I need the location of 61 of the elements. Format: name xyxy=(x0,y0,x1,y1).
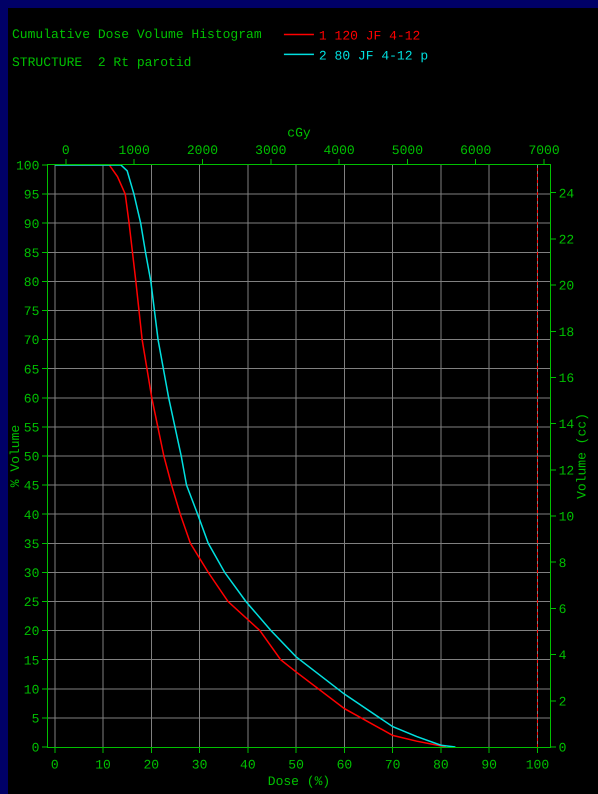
y-tick-label: 95 xyxy=(24,188,40,203)
y-tick-label: 50 xyxy=(24,450,40,465)
x-tick-label: 100 xyxy=(526,758,550,773)
y2-tick-label: 0 xyxy=(558,740,566,756)
y-tick-label: 55 xyxy=(24,420,40,436)
x-tick-label: 60 xyxy=(336,758,352,773)
y-tick-label: 35 xyxy=(24,536,40,552)
y-tick-label: 75 xyxy=(24,304,40,320)
y2-tick-label: 8 xyxy=(558,556,566,571)
y2-tick-label: 10 xyxy=(558,510,574,525)
y-tick-label: 100 xyxy=(16,158,40,174)
y-tick-label: 10 xyxy=(24,682,40,698)
x-tick-label: 10 xyxy=(95,758,111,773)
x2-tick-label: 5000 xyxy=(392,142,424,158)
y-tick-label: 70 xyxy=(24,333,40,348)
x-tick-label: 70 xyxy=(384,758,400,773)
x2-tick-label: 2000 xyxy=(186,142,218,158)
y2-tick-label: 6 xyxy=(558,602,566,617)
legend-label: 2 80 JF 4-12 p xyxy=(318,48,428,64)
y-tick-label: 20 xyxy=(24,624,40,640)
y-tick-label: 0 xyxy=(32,740,40,756)
y2-tick-label: 12 xyxy=(558,463,574,478)
x2-tick-label: 7000 xyxy=(528,142,560,158)
y2-tick-label: 4 xyxy=(558,648,567,664)
y-tick-label: 40 xyxy=(24,508,40,523)
x-tick-label: 50 xyxy=(288,758,304,773)
y-tick-label: 5 xyxy=(32,711,40,726)
x2-tick-label: 6000 xyxy=(460,142,492,158)
y-tick-label: 85 xyxy=(24,246,40,261)
y-tick-label: 25 xyxy=(24,595,40,610)
chart-subtitle: STRUCTURE 2 Rt parotid xyxy=(12,55,192,70)
y-tick-label: 45 xyxy=(24,478,40,494)
x-tick-label: 40 xyxy=(240,758,256,773)
y2-tick-label: 20 xyxy=(558,278,574,294)
y2-tick-label: 18 xyxy=(558,324,574,340)
y-tick-label: 65 xyxy=(24,362,40,378)
x-tick-label: 80 xyxy=(433,758,449,773)
y2-tick-label: 24 xyxy=(558,186,574,202)
legend-label: 1 120 JF 4-12 xyxy=(318,28,420,44)
x2-tick-label: 4000 xyxy=(323,142,355,158)
y-axis-title: % Volume xyxy=(8,424,23,488)
y-tick-label: 80 xyxy=(24,274,40,290)
x2-tick-label: 1000 xyxy=(118,142,150,158)
x2-tick-label: 3000 xyxy=(255,142,286,158)
y-tick-label: 60 xyxy=(24,391,40,406)
y-tick-label: 30 xyxy=(24,566,40,581)
x-tick-label: 0 xyxy=(50,758,59,773)
y2-tick-label: 14 xyxy=(558,417,574,432)
x-tick-label: 20 xyxy=(143,758,160,773)
y2-tick-label: 2 xyxy=(558,694,566,710)
y2-tick-label: 22 xyxy=(558,232,574,248)
x2-axis-title: cGy xyxy=(287,126,311,141)
y2-tick-label: 16 xyxy=(558,371,574,386)
x-axis-title: Dose (%) xyxy=(268,774,330,790)
x-tick-label: 90 xyxy=(481,758,497,773)
x2-tick-label: 0 xyxy=(62,142,70,158)
x-tick-label: 30 xyxy=(192,758,208,773)
y-tick-label: 15 xyxy=(24,653,40,668)
chart-title: Cumulative Dose Volume Histogram xyxy=(12,27,262,42)
y-tick-label: 90 xyxy=(24,216,40,232)
y2-axis-title: Volume (cc) xyxy=(574,413,590,499)
